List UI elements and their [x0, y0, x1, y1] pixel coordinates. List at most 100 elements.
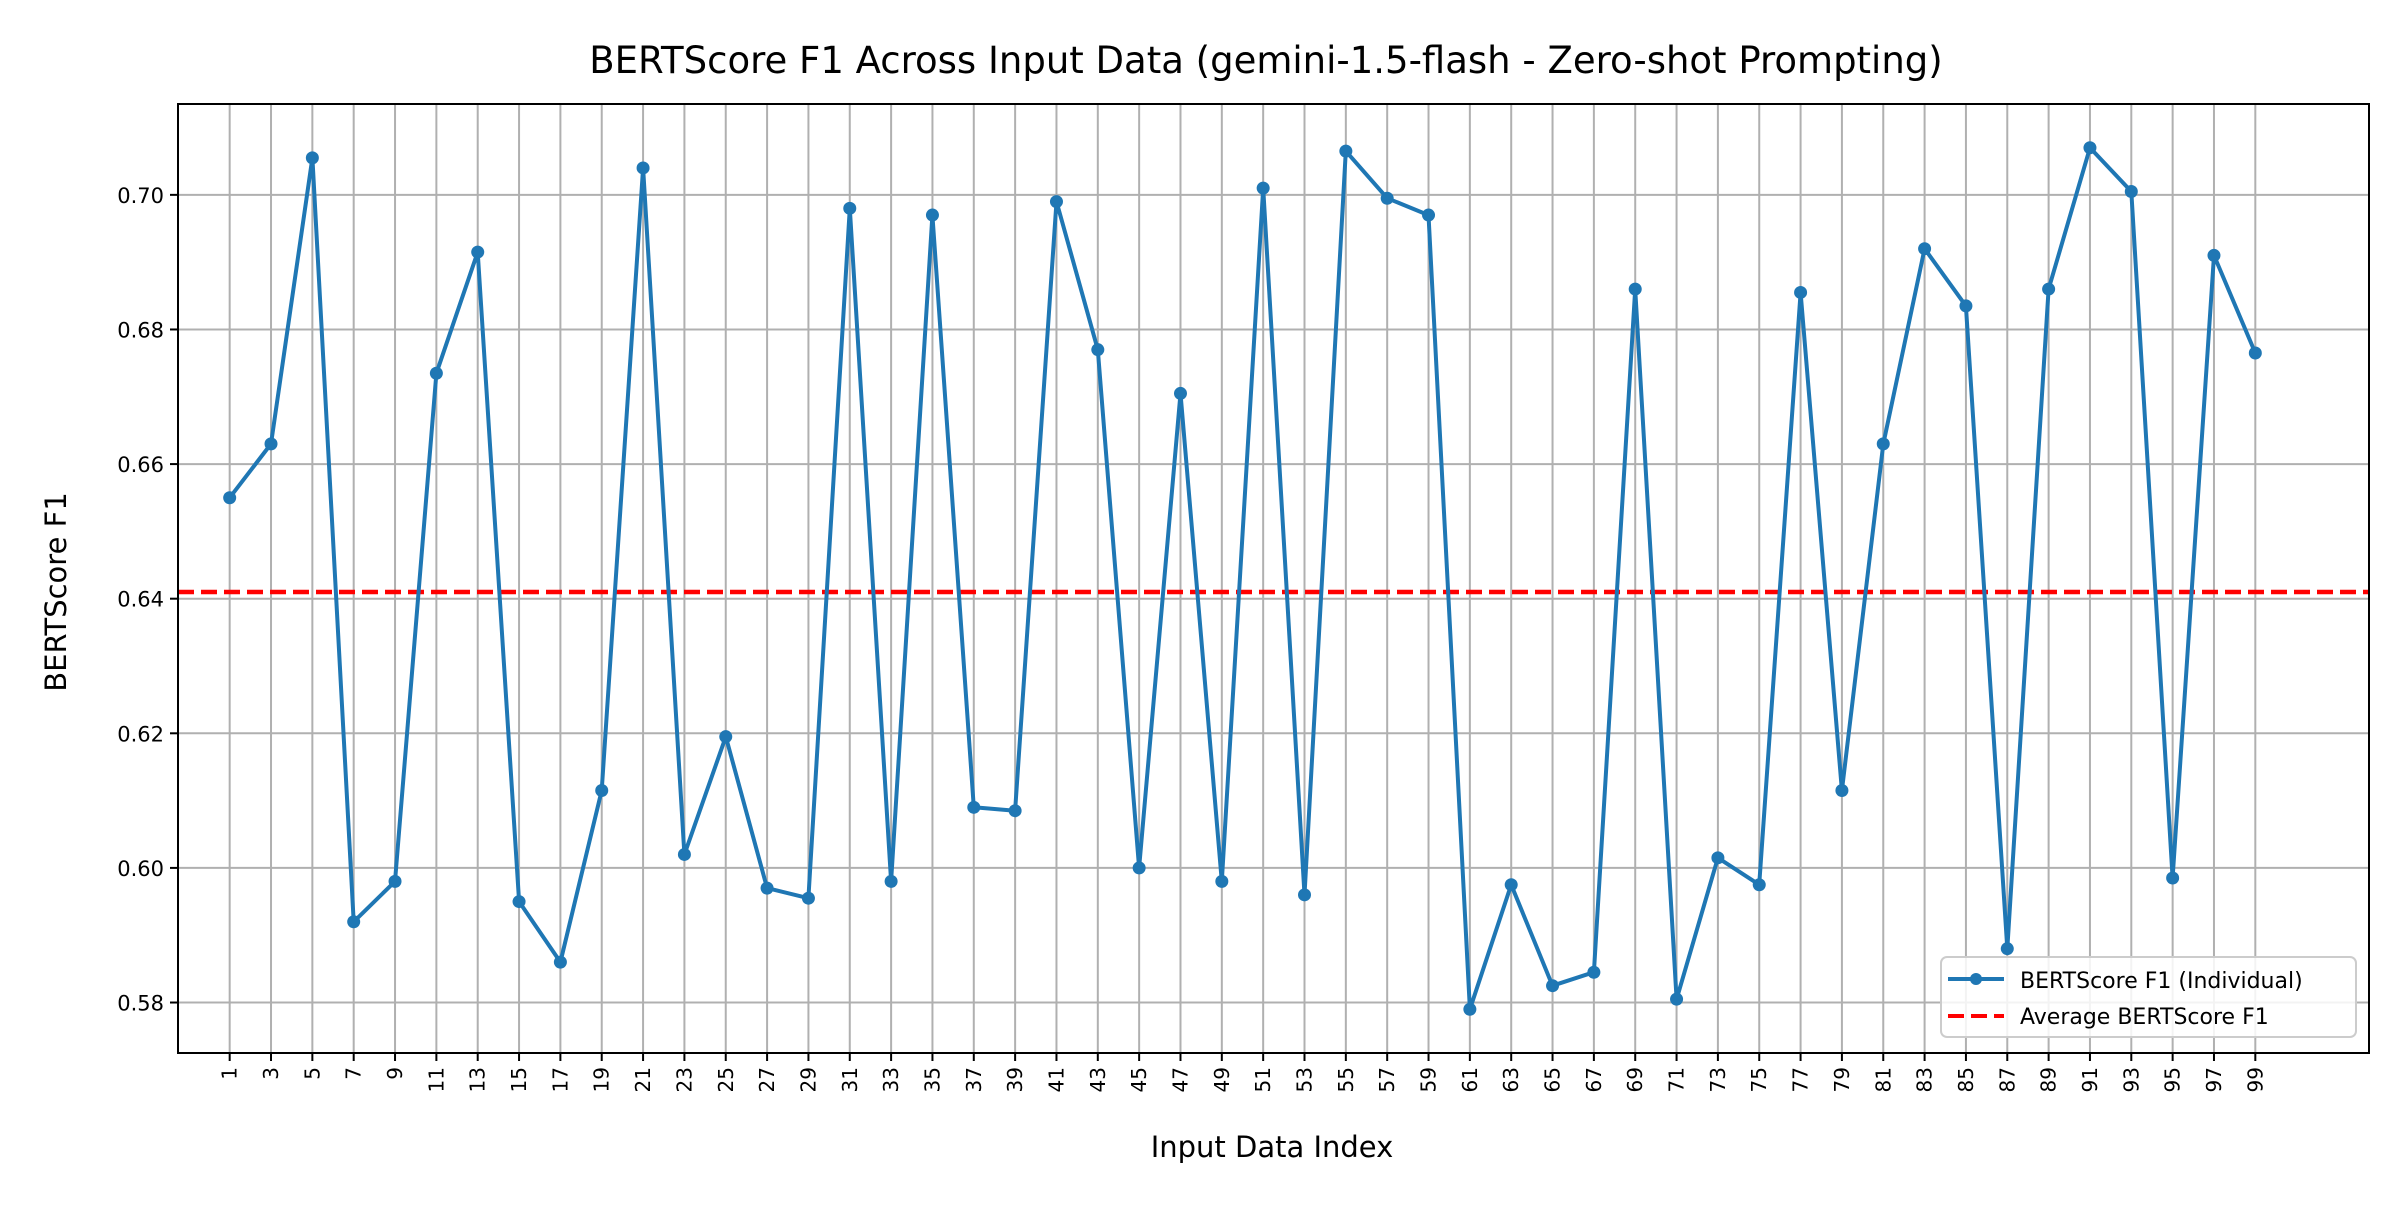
x-tick-label: 5	[300, 1067, 324, 1080]
x-tick-label: 37	[962, 1067, 986, 1092]
x-tick-label: 43	[1086, 1067, 1110, 1092]
x-tick-label: 15	[507, 1067, 531, 1092]
data-point	[1008, 804, 1022, 818]
x-tick-label: 39	[1003, 1067, 1027, 1092]
data-point	[1091, 343, 1105, 357]
data-point	[1049, 195, 1063, 209]
legend: BERTScore F1 (Individual) Average BERTSc…	[1940, 956, 2357, 1038]
chart-title: BERTScore F1 Across Input Data (gemini-1…	[589, 39, 1942, 82]
data-point	[843, 201, 857, 215]
x-tick-label: 25	[714, 1067, 738, 1092]
x-tick-label: 91	[2078, 1067, 2102, 1092]
x-tick-label: 53	[1293, 1067, 1317, 1092]
data-point	[1132, 861, 1146, 875]
data-point	[2207, 248, 2221, 262]
data-point	[2000, 942, 2014, 956]
x-tick-label: 87	[1995, 1067, 2019, 1092]
data-point	[1215, 874, 1229, 888]
x-tick-label: 1	[218, 1067, 242, 1080]
x-tick-label: 61	[1458, 1067, 1482, 1092]
x-tick-label: 99	[2243, 1067, 2267, 1092]
x-tick-label: 83	[1913, 1067, 1937, 1092]
x-tick-label: 77	[1789, 1067, 1813, 1092]
x-tick-label: 85	[1954, 1067, 1978, 1092]
x-axis-label: Input Data Index	[1151, 1130, 1394, 1164]
data-point	[636, 161, 650, 175]
x-tick-label: 47	[1168, 1067, 1192, 1092]
data-point	[1173, 386, 1187, 400]
data-point	[512, 895, 526, 909]
x-tick-label: 67	[1582, 1067, 1606, 1092]
data-point	[388, 874, 402, 888]
x-tick-label: 11	[424, 1067, 448, 1092]
data-point	[429, 366, 443, 380]
y-tick-label: 0.60	[117, 857, 164, 881]
series-layer	[223, 141, 2262, 1016]
x-tick-label: 17	[548, 1067, 572, 1092]
x-tick-label: 21	[631, 1067, 655, 1092]
y-axis-label: BERTScore F1	[39, 492, 73, 692]
data-point	[760, 881, 774, 895]
data-point	[677, 847, 691, 861]
y-tick-label: 0.68	[117, 318, 164, 342]
data-point	[223, 491, 237, 505]
y-tick-label: 0.66	[117, 453, 164, 477]
data-point	[2042, 282, 2056, 296]
x-tick-label: 23	[672, 1067, 696, 1092]
series-line-individual	[228, 145, 2258, 1012]
plot-frame	[177, 103, 2370, 1054]
y-tick-label: 0.64	[117, 588, 164, 612]
x-axis: 1 3 5 7 9 11 13 15 17 19 21 23 25 27 29 31 33 35 37 39 41 43 4…	[218, 1053, 2267, 1092]
x-tick-label: 3	[259, 1067, 283, 1080]
x-tick-label: 71	[1665, 1067, 1689, 1092]
x-tick-label: 69	[1623, 1067, 1647, 1092]
y-tick-label: 0.62	[117, 722, 164, 746]
data-point	[471, 245, 485, 259]
legend-label-average: Average BERTScore F1	[2020, 1005, 2269, 1030]
x-tick-label: 51	[1251, 1067, 1275, 1092]
data-point	[553, 955, 567, 969]
x-tick-label: 49	[1210, 1067, 1234, 1092]
data-point	[925, 208, 939, 222]
data-point	[2166, 871, 2180, 885]
x-tick-label: 9	[383, 1067, 407, 1080]
x-tick-label: 13	[466, 1067, 490, 1092]
data-point	[719, 730, 733, 744]
x-tick-label: 97	[2202, 1067, 2226, 1092]
data-point	[2124, 184, 2138, 198]
data-point	[2248, 346, 2262, 360]
data-point	[1256, 181, 1270, 195]
legend-box	[1940, 956, 2357, 1038]
data-point	[1463, 1002, 1477, 1016]
x-tick-label: 73	[1706, 1067, 1730, 1092]
data-point	[264, 437, 278, 451]
x-tick-label: 63	[1499, 1067, 1523, 1092]
data-point	[595, 784, 609, 798]
data-point	[1339, 144, 1353, 158]
x-tick-label: 45	[1127, 1067, 1151, 1092]
data-point	[1918, 242, 1932, 256]
x-tick-label: 27	[755, 1067, 779, 1092]
data-point	[1298, 888, 1312, 902]
data-point	[1835, 784, 1849, 798]
data-point	[1504, 878, 1518, 892]
data-point	[884, 874, 898, 888]
x-tick-label: 35	[920, 1067, 944, 1092]
x-tick-label: 7	[342, 1067, 366, 1080]
x-tick-label: 89	[2037, 1067, 2061, 1092]
data-point	[2083, 141, 2097, 155]
data-point	[1752, 878, 1766, 892]
legend-label-individual: BERTScore F1 (Individual)	[2020, 969, 2303, 994]
x-tick-label: 79	[1830, 1067, 1854, 1092]
data-point	[1628, 282, 1642, 296]
x-tick-label: 75	[1747, 1067, 1771, 1092]
x-tick-label: 59	[1417, 1067, 1441, 1092]
x-tick-label: 95	[2161, 1067, 2185, 1092]
data-point	[1380, 191, 1394, 205]
data-point	[967, 800, 981, 814]
data-point	[1546, 979, 1560, 993]
x-tick-label: 29	[796, 1067, 820, 1092]
data-point	[1587, 965, 1601, 979]
y-tick-label: 0.70	[117, 184, 164, 208]
